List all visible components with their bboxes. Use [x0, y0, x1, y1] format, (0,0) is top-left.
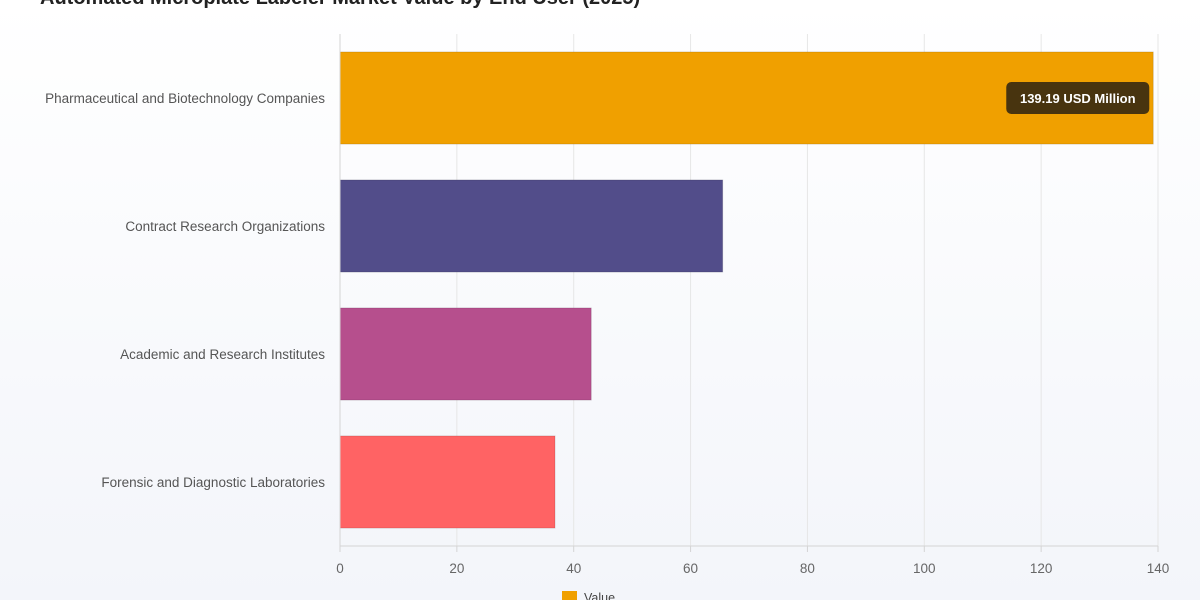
category-label: Forensic and Diagnostic Laboratories — [101, 475, 325, 490]
x-tick-label: 60 — [683, 561, 698, 576]
x-tick-label: 40 — [566, 561, 581, 576]
x-tick-label: 100 — [913, 561, 936, 576]
x-tick-label: 80 — [800, 561, 815, 576]
x-tick-label: 20 — [449, 561, 464, 576]
bars — [339, 51, 1154, 529]
category-labels: Pharmaceutical and Biotechnology Compani… — [45, 91, 325, 490]
x-axis-ticks: 0 20 40 60 80 100 120 140 — [336, 546, 1169, 576]
x-tick-label: 0 — [336, 561, 344, 576]
bar[interactable] — [339, 179, 724, 273]
legend-swatch[interactable] — [562, 591, 577, 600]
bar[interactable] — [339, 307, 592, 401]
bar[interactable] — [339, 435, 556, 529]
legend[interactable]: Value — [562, 591, 615, 600]
tooltip: 139.19 USD Million — [1006, 82, 1150, 114]
tooltip-text: 139.19 USD Million — [1020, 91, 1136, 106]
category-label: Pharmaceutical and Biotechnology Compani… — [45, 91, 325, 106]
x-tick-label: 140 — [1147, 561, 1170, 576]
category-label: Academic and Research Institutes — [120, 347, 325, 362]
x-tick-label: 120 — [1030, 561, 1053, 576]
category-label: Contract Research Organizations — [125, 219, 325, 234]
chart-title: Automated Microplate Labeler Market Valu… — [40, 0, 640, 10]
legend-label[interactable]: Value — [584, 591, 615, 600]
axes — [339, 34, 1158, 547]
tooltip-box — [1006, 82, 1150, 114]
